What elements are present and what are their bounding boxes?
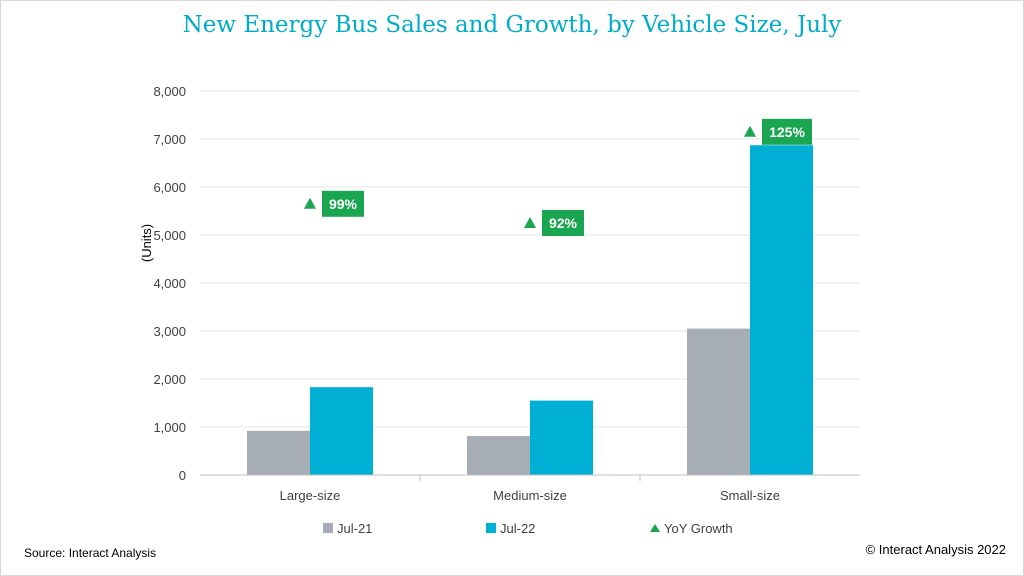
y-tick-label: 4,000 (153, 276, 186, 291)
copyright-note: © Interact Analysis 2022 (865, 542, 1006, 557)
legend: Jul-21 Jul-22 YoY Growth (323, 521, 733, 536)
growth-marker (744, 125, 756, 137)
legend-label-jul-21: Jul-21 (337, 521, 372, 536)
x-category-label: Large-size (280, 488, 341, 503)
growth-marker (524, 217, 536, 228)
bar-jul-21-large-size (247, 430, 310, 475)
x-category-label: Medium-size (493, 488, 567, 503)
bar-jul-22-medium-size (530, 400, 593, 475)
legend-swatch-jul-21 (323, 523, 333, 533)
y-tick-label: 8,000 (153, 84, 186, 99)
y-tick-label: 3,000 (153, 324, 186, 339)
growth-label-box (322, 190, 364, 217)
chart-title: New Energy Bus Sales and Growth, by Vehi… (182, 12, 842, 38)
y-axis-ticks: 0 1,000 2,000 3,000 4,000 5,000 6,000 7,000 8,00… (153, 84, 186, 483)
growth-label: 92% (549, 215, 578, 231)
y-axis-title: (Units) (139, 224, 154, 262)
growth-label-box (762, 118, 812, 145)
bar-jul-21-small-size (687, 328, 750, 475)
bar-jul-21-medium-size (467, 436, 530, 475)
y-tick-label: 2,000 (153, 372, 186, 387)
legend-swatch-jul-22 (486, 523, 496, 533)
bar-jul-22-large-size (310, 387, 373, 475)
legend-label-yoy-growth: YoY Growth (664, 521, 733, 536)
y-tick-label: 0 (179, 468, 186, 483)
x-axis-categories: Large-size Medium-size Small-size (280, 475, 780, 503)
growth-annotations: 99% 92% 125% (304, 118, 812, 236)
bars (247, 145, 813, 476)
x-category-label: Small-size (720, 488, 780, 503)
growth-label: 125% (769, 124, 805, 140)
y-tick-label: 1,000 (153, 420, 186, 435)
y-tick-label: 5,000 (153, 228, 186, 243)
growth-label-box (542, 210, 584, 236)
growth-marker (304, 197, 316, 209)
legend-label-jul-22: Jul-22 (500, 521, 535, 536)
bar-jul-22-small-size (750, 145, 813, 476)
growth-label: 99% (329, 196, 358, 212)
source-note: Source: Interact Analysis (24, 546, 157, 560)
y-tick-label: 7,000 (153, 132, 186, 147)
legend-marker-yoy-growth (650, 524, 660, 532)
y-tick-label: 6,000 (153, 180, 186, 195)
